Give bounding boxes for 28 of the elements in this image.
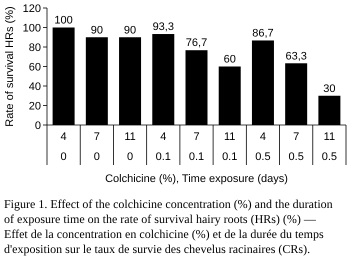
data-label: 30 — [323, 82, 336, 95]
y-tick-label: 100 — [22, 22, 41, 34]
x-tick-label: 4 0 — [60, 131, 67, 163]
data-label: 86,7 — [252, 27, 274, 40]
data-label: 76,7 — [186, 37, 208, 50]
data-label: 93,3 — [152, 21, 174, 34]
y-axis-title: Rate of survival HRs (%) — [4, 6, 16, 127]
x-tick-label: 11 0.5 — [322, 131, 338, 163]
data-label: 90 — [124, 24, 136, 36]
y-tick-label: 60 — [28, 61, 41, 74]
data-label: 60 — [224, 54, 236, 66]
x-axis-title: Colchicine (%), Time exposure (days) — [105, 173, 288, 185]
x-tick-label: 11 0.1 — [222, 131, 238, 163]
y-tick-label: 80 — [28, 42, 41, 54]
y-tick-label: 20 — [28, 100, 41, 112]
x-tick-label: 11 0 — [124, 131, 136, 163]
y-tick-label: 120 — [22, 2, 41, 15]
data-label: 90 — [90, 24, 103, 36]
x-tick-label: 7 0.5 — [288, 131, 304, 163]
x-tick-label: 7 0.1 — [188, 131, 204, 163]
x-tick-label: 7 0 — [94, 131, 100, 163]
data-label: 63,3 — [285, 50, 307, 62]
x-tick-label: 4 0.5 — [255, 131, 271, 163]
caption: Figure 1. Effect of the colchicine concentration (%) and the duration of exposure time on the rate of survival hairy roots (HRs) (%) — Effet de la concentration en colchicine (%) et de la durée du temps d'exposition sur le taux de survie des chevelus racinaires (CRs). — [4, 197, 333, 256]
y-tick-label: 40 — [28, 80, 41, 93]
y-tick-label: 0 — [34, 120, 41, 132]
x-tick-label: 4 0.1 — [156, 131, 171, 163]
data-label: 100 — [54, 14, 73, 26]
